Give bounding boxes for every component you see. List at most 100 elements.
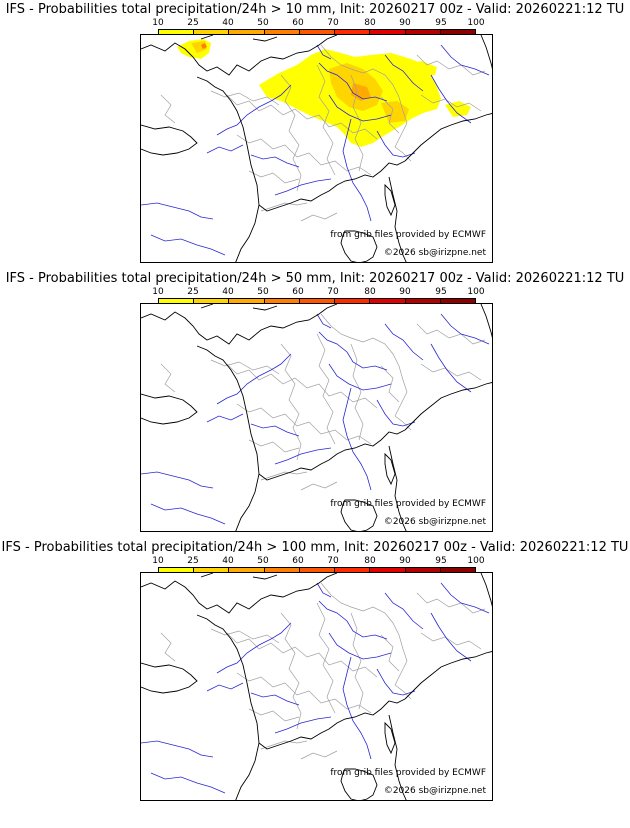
scale-swatch bbox=[335, 299, 371, 306]
admin-border bbox=[160, 363, 176, 393]
scale-label: 100 bbox=[467, 287, 485, 297]
scale-label: 40 bbox=[222, 18, 234, 28]
scale-label: 80 bbox=[364, 287, 376, 297]
coastline bbox=[388, 714, 407, 800]
admin-border bbox=[350, 612, 364, 710]
scale-swatch bbox=[264, 299, 300, 306]
scale-swatch bbox=[370, 568, 406, 575]
admin-border bbox=[394, 146, 412, 162]
admin-border bbox=[248, 708, 300, 722]
river bbox=[440, 582, 490, 614]
river bbox=[250, 692, 300, 706]
river bbox=[141, 740, 214, 758]
scale-swatch bbox=[159, 568, 195, 575]
admin-border bbox=[260, 202, 308, 212]
probability-area bbox=[445, 101, 471, 117]
admin-border bbox=[300, 481, 338, 491]
river bbox=[141, 471, 214, 489]
river bbox=[216, 353, 292, 405]
admin-border bbox=[316, 602, 336, 714]
panel-100mm: IFS - Probabilities total precipitation/… bbox=[0, 540, 630, 810]
admin-border bbox=[416, 323, 486, 345]
coastline bbox=[340, 768, 378, 800]
coastline bbox=[340, 499, 378, 531]
panel-title: IFS - Probabilities total precipitation/… bbox=[1, 540, 629, 555]
coastline bbox=[384, 721, 396, 755]
river bbox=[316, 44, 332, 60]
river bbox=[216, 622, 292, 674]
admin-border bbox=[236, 403, 372, 445]
admin-border bbox=[236, 672, 372, 714]
river bbox=[440, 313, 490, 345]
admin-border bbox=[226, 632, 378, 678]
admin-border bbox=[260, 740, 308, 750]
scale-swatch bbox=[370, 30, 406, 37]
admin-border bbox=[394, 415, 412, 431]
coastline bbox=[196, 345, 260, 531]
scale-swatch bbox=[405, 299, 441, 306]
panel-10mm: IFS - Probabilities total precipitation/… bbox=[0, 2, 630, 272]
coastline bbox=[196, 614, 260, 800]
coastline bbox=[480, 573, 492, 607]
coastline bbox=[258, 429, 406, 481]
river bbox=[206, 144, 244, 154]
coastline bbox=[141, 393, 198, 425]
admin-border bbox=[260, 471, 308, 481]
river bbox=[376, 399, 416, 427]
coastline bbox=[480, 35, 492, 69]
admin-border bbox=[210, 359, 280, 375]
scale-label: 80 bbox=[364, 556, 376, 566]
river bbox=[274, 178, 332, 196]
coastline bbox=[141, 124, 198, 156]
scale-swatch bbox=[405, 30, 441, 37]
scale-swatch bbox=[264, 568, 300, 575]
admin-border bbox=[416, 54, 486, 76]
coastline bbox=[200, 304, 278, 311]
scale-label: 100 bbox=[467, 18, 485, 28]
scale-label: 90 bbox=[399, 556, 411, 566]
scale-labels: 10 25 40 50 60 70 80 90 95 100 bbox=[152, 287, 484, 298]
river bbox=[318, 331, 388, 371]
scale-swatch bbox=[440, 568, 475, 575]
admin-border bbox=[248, 439, 300, 453]
river bbox=[216, 84, 292, 136]
scale-label: 60 bbox=[292, 287, 304, 297]
site-credit: ©2026 sb@irizpne.net bbox=[383, 517, 486, 527]
precipitation-probability-overlay bbox=[177, 39, 471, 147]
scale-label: 10 bbox=[152, 556, 164, 566]
panel-title: IFS - Probabilities total precipitation/… bbox=[5, 2, 625, 17]
map-canvas bbox=[141, 304, 492, 531]
river bbox=[206, 413, 244, 423]
scale-label: 25 bbox=[187, 556, 199, 566]
scale-swatch bbox=[194, 299, 230, 306]
scale-swatch bbox=[194, 568, 230, 575]
scale-swatch bbox=[299, 30, 336, 37]
ecmwf-credit: from grib files provided by ECMWF bbox=[330, 230, 486, 240]
river bbox=[316, 313, 332, 329]
coastline bbox=[404, 113, 492, 162]
river bbox=[430, 343, 472, 393]
coastline bbox=[141, 662, 198, 694]
admin-border bbox=[350, 74, 364, 172]
scale-label: 80 bbox=[364, 18, 376, 28]
admin-border bbox=[394, 684, 412, 700]
river bbox=[342, 656, 372, 760]
river bbox=[328, 632, 392, 660]
site-credit: ©2026 sb@irizpne.net bbox=[383, 786, 486, 796]
ecmwf-credit: from grib files provided by ECMWF bbox=[330, 768, 486, 778]
scale-label: 40 bbox=[222, 556, 234, 566]
river bbox=[150, 772, 226, 794]
river bbox=[141, 202, 214, 220]
river bbox=[440, 44, 490, 76]
scale-label: 25 bbox=[187, 287, 199, 297]
admin-border bbox=[320, 313, 408, 417]
admin-border bbox=[316, 333, 336, 445]
probability-map: from grib files provided by ECMWF ©2026 … bbox=[140, 303, 493, 532]
scale-swatch bbox=[194, 30, 230, 37]
admin-border bbox=[280, 74, 302, 192]
map-canvas bbox=[141, 35, 492, 262]
admin-border bbox=[226, 363, 378, 409]
river bbox=[274, 716, 332, 734]
scale-label: 40 bbox=[222, 287, 234, 297]
river bbox=[384, 592, 424, 630]
